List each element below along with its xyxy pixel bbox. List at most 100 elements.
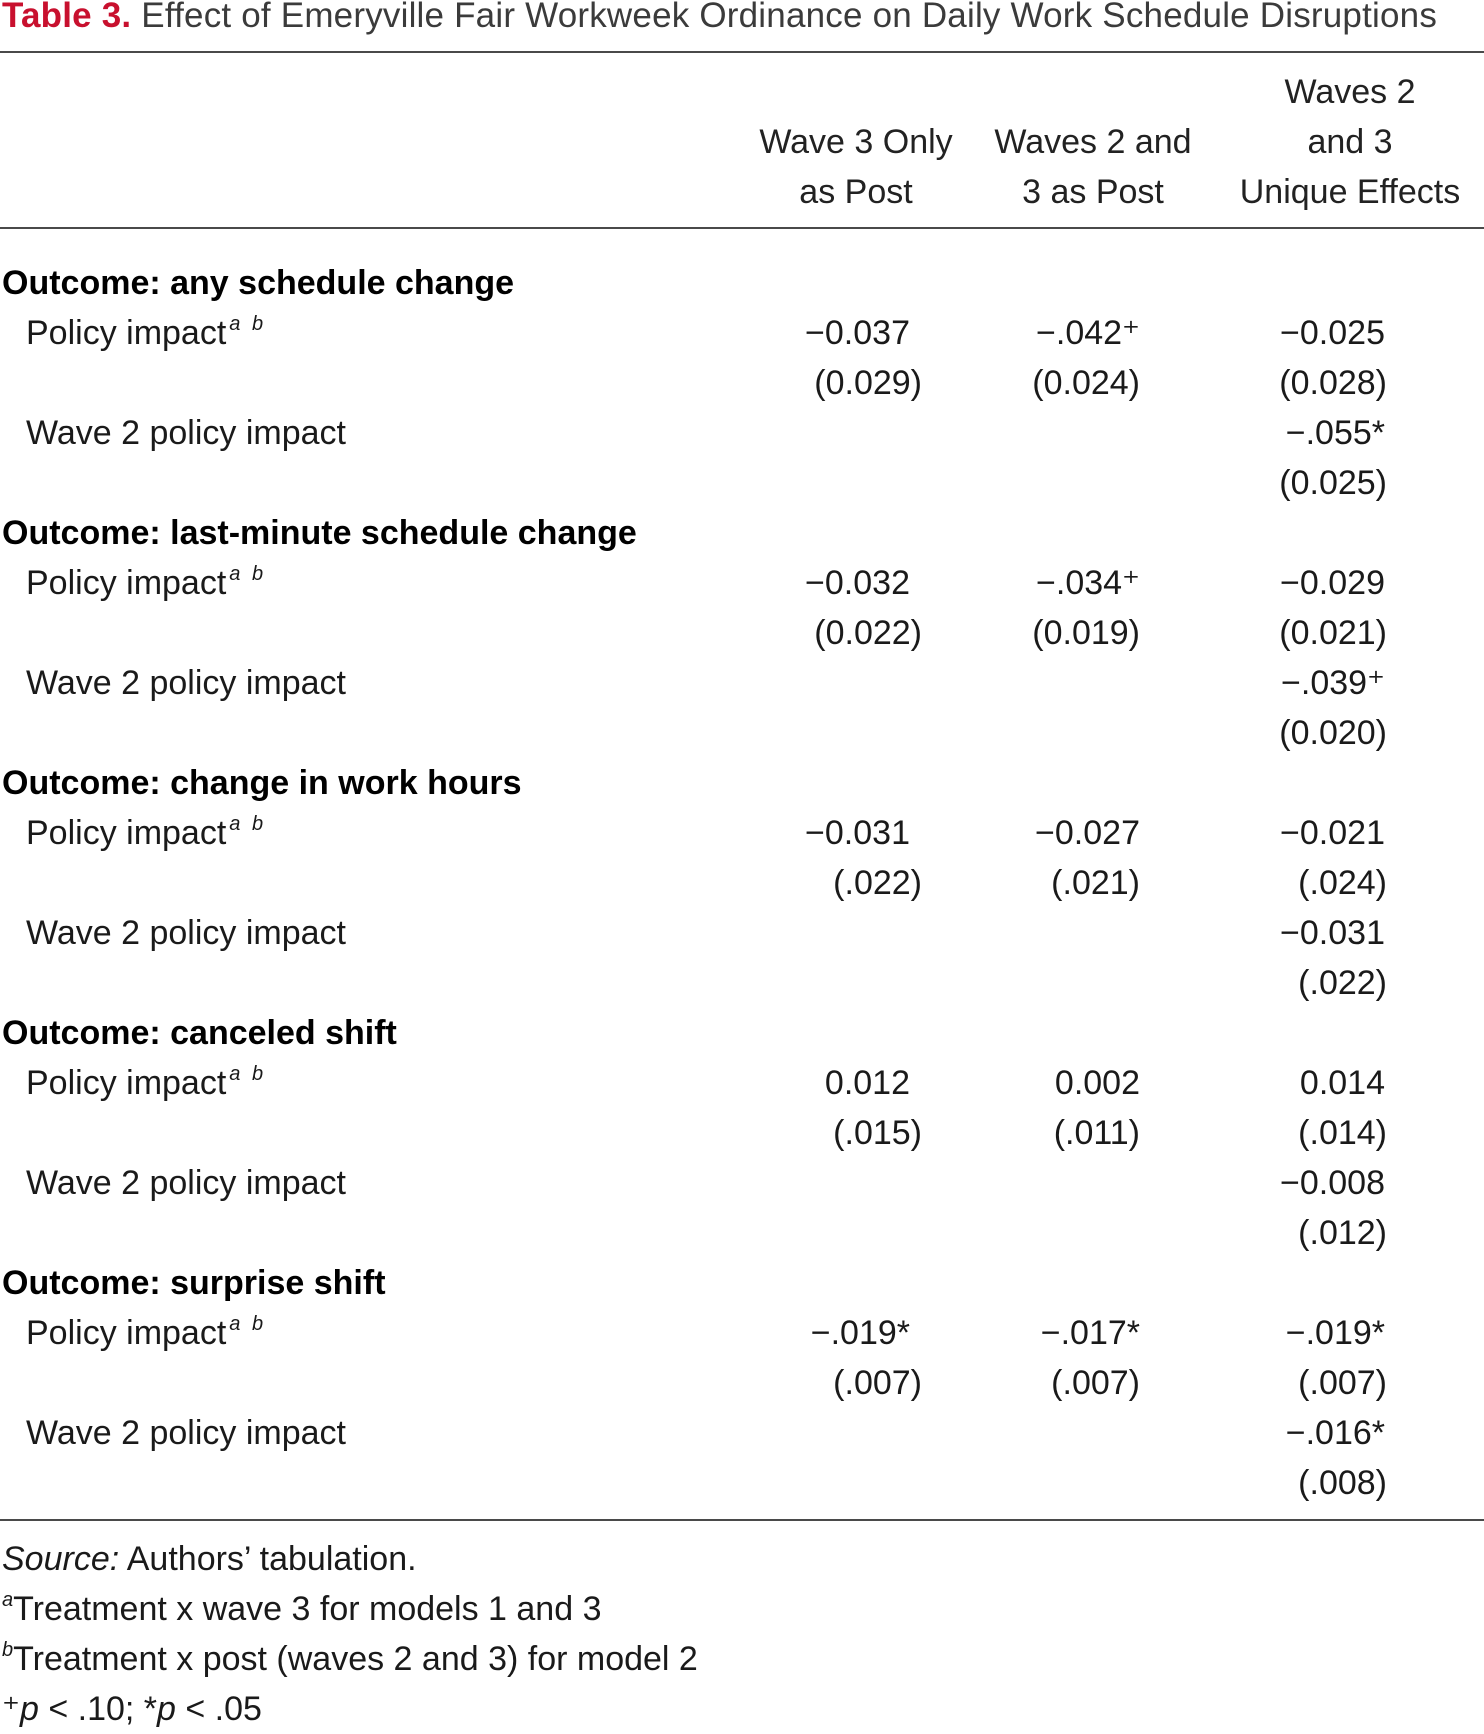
coefficient-cell: −.016*	[1285, 1414, 1385, 1452]
value-row: Policy impact a b −0.037 −.042⁺ −0.025	[0, 308, 1484, 358]
value-row: Policy impact a b −.019* −.017* −.019*	[0, 1308, 1484, 1358]
row-label-text: Wave 2 policy impact	[26, 1164, 346, 1202]
footnote-a: aTreatment x wave 3 for models 1 and 3	[2, 1584, 698, 1634]
bottom-rule	[0, 1519, 1484, 1521]
sig-p: p	[19, 1690, 39, 1728]
column-header-line: as Post	[799, 173, 913, 211]
coefficient-cell: −.034⁺	[1036, 564, 1140, 602]
outcome-heading: Outcome: last-minute schedule change	[2, 514, 637, 552]
column-header-line: Waves 2	[1284, 73, 1416, 111]
footnote-a-text: Treatment x wave 3 for models 1 and 3	[13, 1590, 602, 1628]
coefficient-cell: 0.014	[1299, 1064, 1385, 1102]
se-row: (.012)	[0, 1208, 1484, 1258]
outcome-heading: Outcome: surprise shift	[2, 1264, 386, 1302]
row-label-text: Policy impact	[26, 1314, 227, 1352]
column-header-line: Unique Effects	[1239, 173, 1461, 211]
outcome-row: Outcome: surprise shift	[0, 1258, 1484, 1308]
table-title: Table 3. Effect of Emeryville Fair Workw…	[2, 0, 1437, 38]
coefficient-cell: −0.021	[1280, 814, 1385, 852]
coefficient-cell: −.055*	[1285, 414, 1385, 452]
standard-error-cell: (.015)	[833, 1114, 922, 1152]
significance-note: ⁺p < .10; *p < .05	[2, 1684, 698, 1734]
outcome-row: Outcome: last-minute schedule change	[0, 508, 1484, 558]
standard-error-cell: (0.021)	[1279, 614, 1387, 652]
column-header-line: Wave 3 Only	[759, 123, 953, 161]
standard-error-cell: (0.024)	[1032, 364, 1140, 402]
standard-error-cell: (.008)	[1298, 1464, 1387, 1502]
coefficient-cell: −0.037	[805, 314, 910, 352]
footnote-marks: a b	[229, 1313, 267, 1335]
row-label: Wave 2 policy impact	[26, 1408, 346, 1458]
column-header-2: Waves 2 and 3 as Post	[982, 67, 1204, 217]
coefficient-cell: −0.025	[1280, 314, 1385, 352]
value-row: Wave 2 policy impact −0.008	[0, 1158, 1484, 1208]
row-label: Policy impact a b	[26, 808, 266, 858]
standard-error-cell: (.021)	[1051, 864, 1140, 902]
table-body: Outcome: any schedule change Policy impac…	[0, 258, 1484, 1508]
coefficient-cell: −.039⁺	[1281, 664, 1385, 702]
outcome-heading: Outcome: any schedule change	[2, 264, 515, 302]
row-label: Policy impact a b	[26, 308, 266, 358]
coefficient-cell: 0.012	[824, 1064, 910, 1102]
value-row: Wave 2 policy impact −.055*	[0, 408, 1484, 458]
se-row: (0.025)	[0, 458, 1484, 508]
row-label-text: Policy impact	[26, 314, 227, 352]
row-label: Policy impact a b	[26, 1058, 266, 1108]
standard-error-cell: (.022)	[1298, 964, 1387, 1002]
column-header-3: Waves 2 and 3 Unique Effects	[1226, 67, 1474, 217]
row-label: Wave 2 policy impact	[26, 408, 346, 458]
standard-error-cell: (.012)	[1298, 1214, 1387, 1252]
footnote-marks: a b	[229, 813, 267, 835]
column-header-line: 3 as Post	[1022, 173, 1164, 211]
se-row: (.008)	[0, 1458, 1484, 1508]
outcome-row: Outcome: any schedule change	[0, 258, 1484, 308]
value-row: Policy impact a b −0.032 −.034⁺ −0.029	[0, 558, 1484, 608]
column-header-1: Wave 3 Only as Post	[745, 67, 967, 217]
se-row: (.022) (.021) (.024)	[0, 858, 1484, 908]
row-label: Wave 2 policy impact	[26, 658, 346, 708]
value-row: Policy impact a b 0.012 0.002 0.014	[0, 1058, 1484, 1108]
top-rule	[0, 51, 1484, 53]
row-label-text: Wave 2 policy impact	[26, 1414, 346, 1452]
footnote-marks: a b	[229, 313, 267, 335]
value-row: Wave 2 policy impact −0.031	[0, 908, 1484, 958]
coefficient-cell: −.019*	[810, 1314, 910, 1352]
footnote-marks: a b	[229, 1063, 267, 1085]
source-note: Source: Authors’ tabulation.	[2, 1534, 698, 1584]
row-label-text: Wave 2 policy impact	[26, 664, 346, 702]
se-row: (.007) (.007) (.007)	[0, 1358, 1484, 1408]
coefficient-cell: −0.027	[1035, 814, 1140, 852]
standard-error-cell: (.014)	[1298, 1114, 1387, 1152]
sig-text-1: < .10; *	[38, 1690, 158, 1728]
value-row: Wave 2 policy impact −.039⁺	[0, 658, 1484, 708]
row-label-text: Policy impact	[26, 814, 227, 852]
column-header-line: Waves 2 and	[994, 123, 1192, 161]
se-row: (0.020)	[0, 708, 1484, 758]
se-row: (0.022) (0.019) (0.021)	[0, 608, 1484, 658]
standard-error-cell: (0.028)	[1279, 364, 1387, 402]
se-row: (.022)	[0, 958, 1484, 1008]
standard-error-cell: (0.029)	[814, 364, 922, 402]
sig-p: p	[157, 1690, 176, 1728]
value-row: Policy impact a b −0.031 −0.027 −0.021	[0, 808, 1484, 858]
outcome-heading: Outcome: change in work hours	[2, 764, 522, 802]
table-number: Table 3.	[2, 0, 132, 35]
outcome-row: Outcome: canceled shift	[0, 1008, 1484, 1058]
coefficient-cell: −.042⁺	[1036, 314, 1140, 352]
footnote-b-text: Treatment x post (waves 2 and 3) for mod…	[13, 1640, 698, 1678]
coefficient-cell: 0.002	[1054, 1064, 1140, 1102]
row-label: Wave 2 policy impact	[26, 1158, 346, 1208]
coefficient-cell: −0.029	[1280, 564, 1385, 602]
standard-error-cell: (.011)	[1053, 1114, 1140, 1152]
standard-error-cell: (0.022)	[814, 614, 922, 652]
standard-error-cell: (0.020)	[1279, 714, 1387, 752]
footnote-b-mark: b	[2, 1639, 14, 1661]
standard-error-cell: (.022)	[833, 864, 922, 902]
row-label-text: Wave 2 policy impact	[26, 914, 346, 952]
source-label: Source:	[2, 1540, 120, 1578]
row-label-text: Wave 2 policy impact	[26, 414, 346, 452]
coefficient-cell: −0.031	[1280, 914, 1385, 952]
se-row: (.015) (.011) (.014)	[0, 1108, 1484, 1158]
se-row: (0.029) (0.024) (0.028)	[0, 358, 1484, 408]
